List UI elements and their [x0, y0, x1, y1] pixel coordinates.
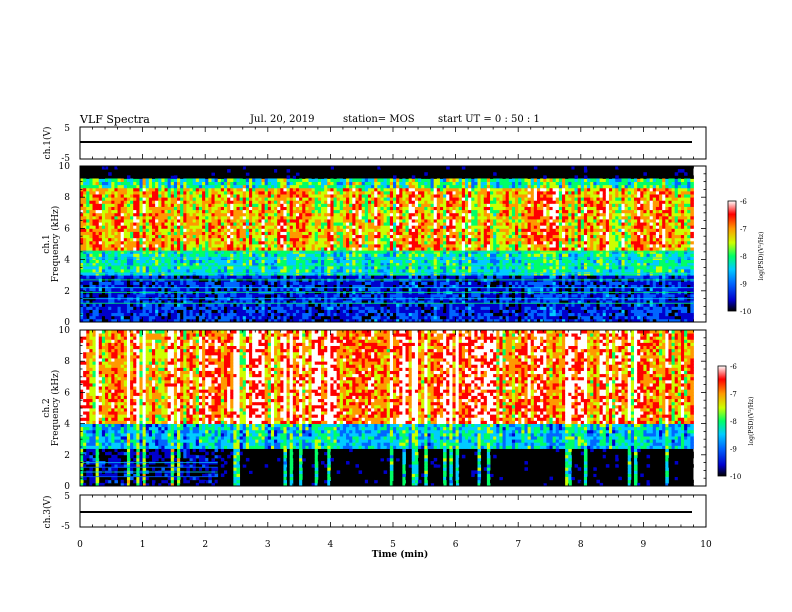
time-tick-label: 8 [578, 540, 584, 550]
colorbar-tick-label: -8 [740, 253, 747, 261]
ch1-spectrogram-image [80, 166, 706, 322]
colorbar-tick-label: -10 [730, 473, 741, 481]
ch1-ytick-max: 5 [64, 124, 70, 134]
ch2-spectrogram-image [80, 330, 706, 486]
ch2-colorbar: -6 -7 -8 -9 -10 log(PSD)(V²/Hz) [718, 363, 755, 481]
time-tick-label: 1 [140, 540, 146, 550]
time-tick-label: 4 [328, 540, 334, 550]
colorbar-tick-label: -9 [730, 446, 737, 454]
colorbar-tick-label: -9 [740, 281, 747, 289]
time-tick-label: 6 [453, 540, 459, 550]
figure: 5 -5 ch.1(V) 0246810 ch.1 Frequency (kHz… [0, 0, 792, 612]
time-tick-label: 2 [202, 540, 208, 550]
freq-tick-label: 0 [64, 482, 70, 492]
freq-tick-label: 10 [59, 162, 71, 172]
time-tick-label: 7 [515, 540, 521, 550]
time-tick-label: 5 [390, 540, 396, 550]
colorbar-tick-label: -7 [730, 391, 737, 399]
freq-tick-label: 4 [64, 420, 70, 430]
ch2-colorbar-ticks: -6 -7 -8 -9 -10 [730, 363, 741, 481]
ch3-voltage-ylabel: ch.3(V) [42, 496, 53, 529]
ch1-colorbar-ticks: -6 -7 -8 -9 -10 [740, 198, 751, 316]
freq-tick-label: 6 [64, 224, 70, 234]
ch3-voltage-panel: 5 -5 ch.3(V) [42, 492, 706, 532]
freq-tick-label: 10 [59, 326, 71, 336]
time-tick-label: 3 [265, 540, 271, 550]
ch1-voltage-panel: 5 -5 ch.1(V) [42, 124, 706, 164]
colorbar-tick-label: -7 [740, 226, 747, 234]
colorbar-tick-label: -8 [730, 418, 737, 426]
colorbar-tick-label: -6 [730, 363, 737, 371]
time-axis-label: Time (min) [372, 549, 429, 560]
ch2-freq-ylabel: Frequency (kHz) [50, 370, 61, 447]
ch3-ytick-max: 5 [64, 492, 70, 502]
time-tick-label: 9 [641, 540, 647, 550]
ch1-voltage-ylabel: ch.1(V) [42, 127, 53, 160]
freq-tick-label: 6 [64, 388, 70, 398]
time-tick-labels: 0 1 2 3 4 5 6 7 8 9 10 [77, 540, 712, 550]
freq-tick-label: 2 [64, 287, 70, 297]
ch1-colorbar-label: log(PSD)(V²/Hz) [758, 232, 765, 281]
ch1-colorbar: -6 -7 -8 -9 -10 log(PSD)(V²/Hz) [728, 198, 765, 316]
colorbar-tick-label: -6 [740, 198, 747, 206]
time-tick-label: 0 [77, 540, 83, 550]
colorbar-tick-label: -10 [740, 308, 751, 316]
freq-tick-label: 4 [64, 256, 70, 266]
time-tick-label: 10 [700, 540, 712, 550]
ch2-colorbar-label: log(PSD)(V²/Hz) [748, 397, 755, 446]
freq-tick-label: 2 [64, 451, 70, 461]
ch1-freq-ylabel: Frequency (kHz) [50, 206, 61, 283]
freq-tick-label: 8 [64, 357, 70, 367]
freq-tick-label: 8 [64, 193, 70, 203]
ch3-ytick-min: -5 [61, 522, 70, 532]
